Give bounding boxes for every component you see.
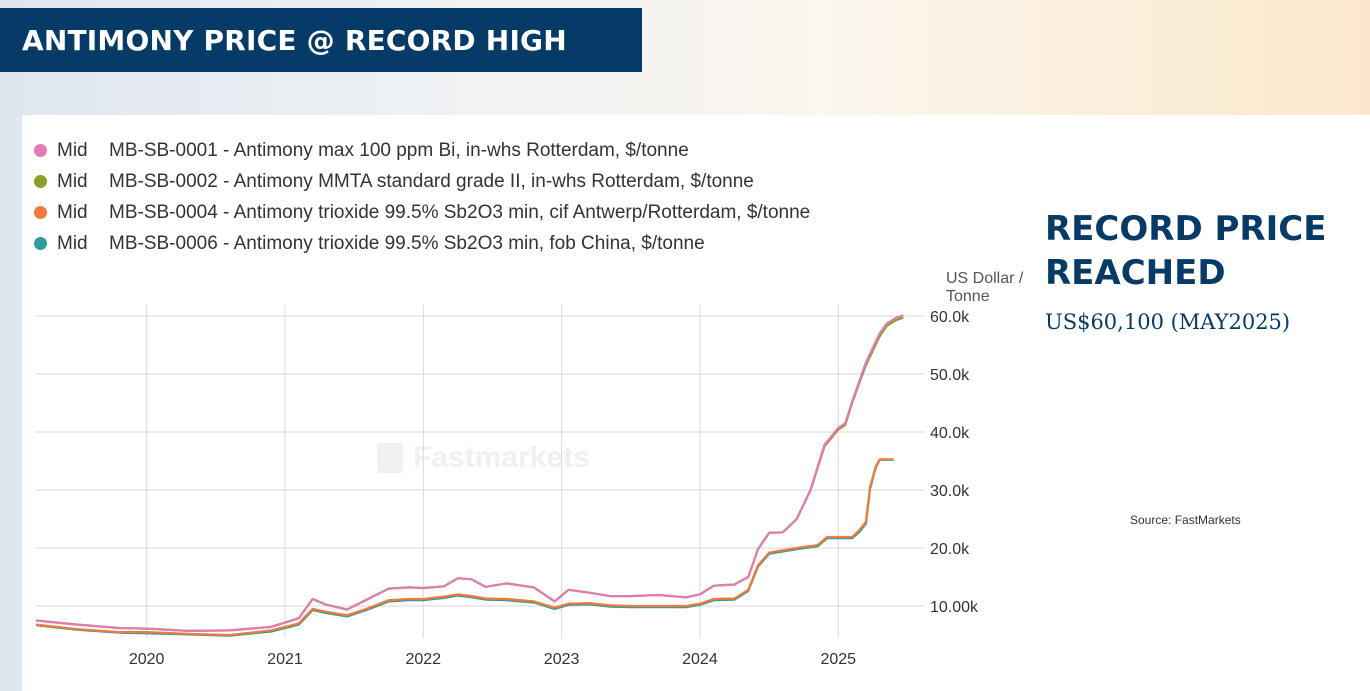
record-callout-line2: REACHED — [1045, 253, 1226, 293]
series-line-orange — [35, 458, 894, 637]
source-note: Source: FastMarkets — [1130, 513, 1241, 527]
legend-prefix: Mid — [57, 170, 88, 192]
legend-label: MB-SB-0004 - Antimony trioxide 99.5% Sb2… — [109, 201, 811, 223]
record-callout-line1: RECORD PRICE — [1045, 209, 1327, 249]
watermark-text: Fastmarkets — [413, 441, 590, 474]
legend-marker-icon — [34, 206, 47, 219]
y-axis-unit-line1: US Dollar / — [946, 270, 1024, 287]
fastmarkets-logo-icon — [377, 443, 403, 473]
legend-label: MB-SB-0006 - Antimony trioxide 99.5% Sb2… — [109, 232, 705, 254]
legend-label: MB-SB-0001 - Antimony max 100 ppm Bi, in… — [109, 139, 689, 161]
legend-item[interactable]: Mid MB-SB-0004 - Antimony trioxide 99.5%… — [34, 197, 810, 228]
legend-prefix: Mid — [57, 139, 88, 161]
watermark: Fastmarkets — [377, 441, 590, 475]
legend-prefix: Mid — [57, 232, 88, 254]
y-axis-unit-line2: Tonne — [946, 288, 990, 305]
y-tick-label: 60.0k — [930, 309, 970, 326]
chart-card: Mid MB-SB-0001 - Antimony max 100 ppm Bi… — [22, 115, 1370, 691]
x-tick-label: 2021 — [267, 651, 303, 668]
legend-item[interactable]: Mid MB-SB-0001 - Antimony max 100 ppm Bi… — [34, 135, 810, 166]
y-tick-label: 30.0k — [930, 483, 970, 500]
chart-legend: Mid MB-SB-0001 - Antimony max 100 ppm Bi… — [34, 135, 810, 259]
y-tick-label: 40.0k — [930, 425, 970, 442]
y-tick-label: 50.0k — [930, 367, 970, 384]
x-tick-label: 2025 — [820, 651, 856, 668]
y-tick-label: 20.0k — [930, 541, 970, 558]
y-tick-label: 10.00k — [930, 599, 979, 616]
record-callout-subtitle: US$60,100 (MAY2025) — [1045, 310, 1291, 334]
series-line-olive — [35, 316, 904, 632]
x-tick-label: 2023 — [544, 651, 580, 668]
x-tick-label: 2020 — [129, 651, 165, 668]
page-title: ANTIMONY PRICE @ RECORD HIGH — [0, 8, 642, 72]
legend-item[interactable]: Mid MB-SB-0002 - Antimony MMTA standard … — [34, 166, 810, 197]
legend-marker-icon — [34, 144, 47, 157]
legend-prefix: Mid — [57, 201, 88, 223]
legend-label: MB-SB-0002 - Antimony MMTA standard grad… — [109, 170, 754, 192]
legend-item[interactable]: Mid MB-SB-0006 - Antimony trioxide 99.5%… — [34, 228, 810, 259]
legend-marker-icon — [34, 175, 47, 188]
legend-marker-icon — [34, 237, 47, 250]
x-tick-label: 2024 — [682, 651, 718, 668]
y-axis-unit-label: US Dollar / Tonne — [946, 270, 1023, 306]
record-callout-title: RECORD PRICE REACHED — [1045, 207, 1326, 295]
price-chart: 10.00k 20.0k 30.0k 40.0k 50.0k 60.0k 2020 2021 2… — [35, 305, 979, 668]
series-line-pink — [35, 314, 904, 632]
x-tick-label: 2022 — [405, 651, 441, 668]
